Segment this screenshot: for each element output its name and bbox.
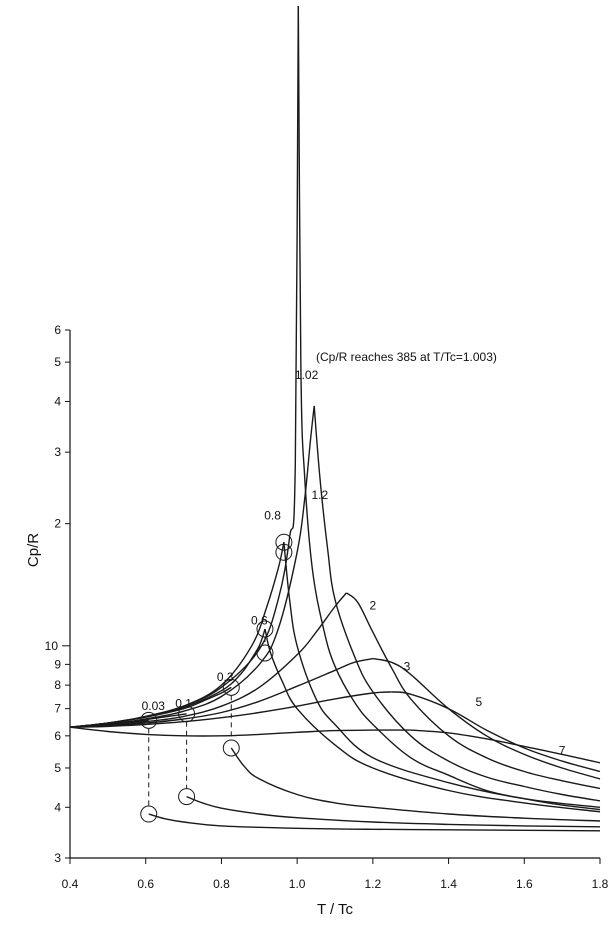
- series-label: 1.2: [312, 488, 329, 502]
- series-line-p0_6: [69, 628, 266, 728]
- chart-markers: [140, 533, 293, 823]
- series-line-branch-p0_1: [186, 795, 601, 828]
- y-tick-label: 7: [54, 702, 61, 716]
- x-tick-label: 0.8: [213, 877, 230, 891]
- x-tick-label: 1.0: [289, 877, 306, 891]
- series-label: 0.3: [217, 670, 234, 684]
- saturation-marker: [256, 644, 274, 662]
- y-tick-label: 4: [54, 394, 61, 408]
- y-tick-label: 5: [54, 355, 61, 369]
- y-tick-label: 4: [54, 800, 61, 814]
- series-line-p3: [69, 657, 374, 728]
- chart-labels: 0.03 0.1 0.3 0.6 0.8 1.02 1.2 2 3 5 7: [142, 368, 566, 758]
- saturation-marker: [275, 543, 293, 561]
- y-tick-label: 3: [54, 851, 61, 865]
- x-tick-label: 1.2: [365, 877, 382, 891]
- series-label: 1.02: [295, 368, 319, 382]
- saturation-marker: [140, 805, 158, 823]
- y-tick-label: 3: [54, 445, 61, 459]
- series-line-branch-p0_6: [264, 628, 601, 813]
- series-line-branch-p2: [345, 592, 601, 790]
- series-label: 5: [476, 695, 483, 709]
- series-label: 0.8: [264, 508, 281, 522]
- series-line-p7: [69, 726, 411, 737]
- y-tick-label: 6: [54, 729, 61, 743]
- y-axis-title: Cp/R: [25, 533, 42, 567]
- y-tick-label: 10: [45, 639, 59, 653]
- series-line-p2: [69, 592, 347, 728]
- series-line-branch-p5: [391, 691, 601, 773]
- series-label: 2: [370, 598, 377, 612]
- chart-curves: [69, 5, 601, 832]
- series-line-p1_2: [69, 405, 315, 728]
- peak-annotation: (Cp/R reaches 385 at T/Tc=1.003): [316, 350, 497, 364]
- chart-axes: 0.4 0.6 0.8 1.0 1.2 1.4 1.6 1.8 3 4 5 6 7 8 9 10 2 3 4 5 6: [45, 323, 609, 891]
- series-line-branch-p7: [410, 729, 601, 764]
- x-tick-label: 1.8: [592, 877, 609, 891]
- y-tick-label: 2: [54, 517, 61, 531]
- y-tick-label: 6: [54, 323, 61, 337]
- series-label: 0.6: [251, 613, 268, 627]
- series-label: 7: [559, 743, 566, 757]
- y-tick-label: 8: [54, 678, 61, 692]
- saturation-marker: [275, 533, 293, 551]
- y-tick-label: 9: [54, 657, 61, 671]
- saturation-marker: [222, 739, 240, 757]
- series-label: 3: [404, 659, 411, 673]
- x-tick-label: 0.4: [62, 877, 79, 891]
- series-line-branch-p0_03: [148, 813, 601, 832]
- series-line-branch-p0_3: [230, 747, 601, 822]
- series-label: 0.03: [142, 699, 166, 713]
- x-tick-label: 0.6: [137, 877, 154, 891]
- x-tick-label: 1.6: [516, 877, 533, 891]
- x-tick-label: 1.4: [440, 877, 457, 891]
- series-line-branch-p1_02: [297, 5, 601, 811]
- series-label: 0.1: [175, 696, 192, 710]
- series-line-branch-p1_2: [313, 405, 601, 802]
- series-line-branch-p3: [372, 657, 601, 780]
- series-line-p5: [69, 691, 392, 728]
- y-tick-label: 5: [54, 761, 61, 775]
- x-axis-title: T / Tc: [317, 901, 354, 918]
